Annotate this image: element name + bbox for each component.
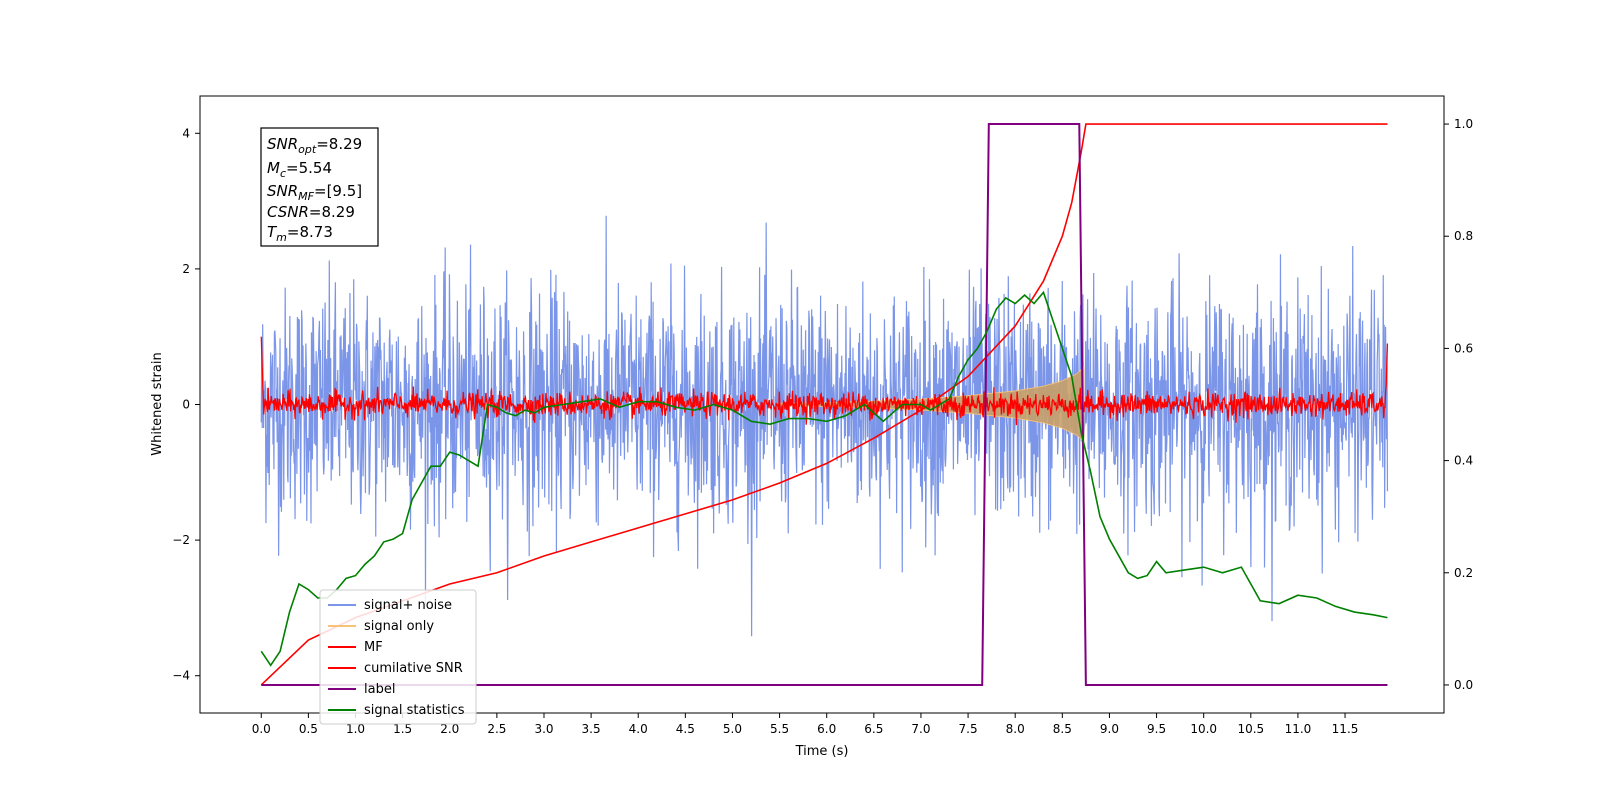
legend-signal-only: signal only: [364, 619, 434, 634]
legend-frame: [319, 589, 477, 725]
y-right-tick-label: 0.4: [1454, 454, 1473, 468]
x-tick-label: 10.5: [1237, 722, 1264, 736]
info-box: SNRopt=8.29 Mc=5.54 SNRMF=[9.5] CSNR=8.2…: [260, 127, 379, 247]
y-right-tick-label: 0.8: [1454, 229, 1473, 243]
y-left-tick-label: 2: [182, 262, 190, 276]
right-y-axis: 0.0 0.2 0.4 0.6 0.8 1.0: [1444, 117, 1473, 692]
legend: signal+ noise signal only MF cumilative …: [319, 589, 477, 725]
x-tick-label: 6.0: [817, 722, 836, 736]
series-mf: [260, 336, 1389, 426]
x-tick-label: 7.5: [959, 722, 978, 736]
x-tick-label: 2.5: [487, 722, 506, 736]
x-tick-label: 3.5: [582, 722, 601, 736]
x-tick-label: 9.5: [1147, 722, 1166, 736]
x-tick-label: 6.5: [864, 722, 883, 736]
info-snr-opt: SNRopt=8.29: [267, 135, 362, 156]
y-right-tick-label: 1.0: [1454, 117, 1473, 131]
info-csnr: CSNR=8.29: [267, 203, 355, 221]
x-tick-label: 9.0: [1100, 722, 1119, 736]
x-tick-label: 3.0: [534, 722, 553, 736]
y-right-tick-label: 0.0: [1454, 678, 1473, 692]
x-tick-label: 11.0: [1285, 722, 1312, 736]
legend-signal-noise: signal+ noise: [364, 598, 452, 613]
x-tick-label: 8.5: [1053, 722, 1072, 736]
info-mc: Mc=5.54: [267, 159, 332, 180]
series-signal-noise: [260, 215, 1389, 637]
info-tm: Tm=8.73: [267, 223, 333, 244]
info-box-frame: [260, 127, 379, 247]
x-axis: 0.0 0.5 1.0 1.5 2.0 2.5 3.0 3.5 4.0 4.5 5.0 5.5 6.0 6…: [252, 713, 1359, 736]
legend-signal-statistics: signal statistics: [364, 703, 465, 718]
series-label: [261, 123, 1388, 686]
info-snr-mf: SNRMF=[9.5]: [267, 182, 362, 203]
y-left-tick-label: −2: [172, 533, 190, 547]
y-right-tick-label: 0.6: [1454, 341, 1473, 355]
y-right-tick-label: 0.2: [1454, 566, 1473, 580]
x-tick-label: 8.0: [1006, 722, 1025, 736]
series-signal-statistics: [260, 290, 1388, 667]
series-cumulative-snr: [260, 123, 1388, 686]
y-left-tick-label: −4: [172, 669, 190, 683]
legend-mf: MF: [364, 640, 383, 655]
legend-cumulative-snr: cumilative SNR: [364, 661, 463, 676]
x-tick-label: 0.5: [299, 722, 318, 736]
y-axis-label: Whitened strain: [150, 352, 165, 455]
legend-label: label: [364, 682, 395, 697]
x-tick-label: 5.5: [770, 722, 789, 736]
x-tick-label: 1.0: [346, 722, 365, 736]
x-tick-label: 11.5: [1332, 722, 1359, 736]
x-axis-label: Time (s): [795, 744, 849, 759]
x-tick-label: 4.5: [676, 722, 695, 736]
x-tick-label: 10.0: [1190, 722, 1217, 736]
x-tick-label: 0.0: [252, 722, 271, 736]
x-tick-label: 2.0: [440, 722, 459, 736]
x-tick-label: 5.0: [723, 722, 742, 736]
y-left-tick-label: 0: [182, 398, 190, 412]
left-y-axis: −4 −2 0 2 4: [172, 126, 200, 683]
y-left-tick-label: 4: [182, 126, 190, 140]
x-tick-label: 1.5: [393, 722, 412, 736]
x-tick-label: 4.0: [629, 722, 648, 736]
series-layer: [260, 123, 1389, 686]
x-tick-label: 7.0: [911, 722, 930, 736]
